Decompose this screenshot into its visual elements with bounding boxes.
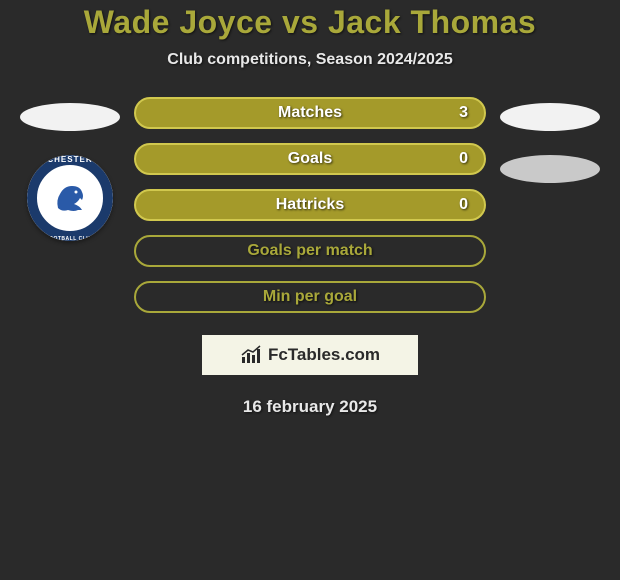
page-title: Wade Joyce vs Jack Thomas [0,4,620,41]
club-badge-placeholder [500,155,600,183]
stat-label: Goals [288,150,332,168]
badge-text-top: CHESTER [27,155,113,164]
stat-pill-hattricks: Hattricks 0 [134,189,486,221]
chart-icon [240,345,264,365]
stat-value: 0 [459,196,468,214]
stat-pill-goals-per-match: Goals per match [134,235,486,267]
left-player-col: CHESTER FOOTBALL CLUB [10,97,130,313]
stat-label: Matches [278,104,342,122]
body-row: CHESTER FOOTBALL CLUB Matches3Goals0Hatt… [0,97,620,313]
brand-text: FcTables.com [268,345,380,365]
player-photo-placeholder [500,103,600,131]
stat-value: 0 [459,150,468,168]
stat-label: Hattricks [276,196,344,214]
date-line: 16 february 2025 [0,397,620,417]
comparison-card: Wade Joyce vs Jack Thomas Club competiti… [0,0,620,417]
lion-icon [50,178,90,218]
stat-pill-goals: Goals 0 [134,143,486,175]
player-photo-placeholder [20,103,120,131]
badge-text-bottom: FOOTBALL CLUB [27,236,113,241]
brand-box: FcTables.com [202,335,418,375]
subtitle: Club competitions, Season 2024/2025 [0,51,620,69]
right-player-col [490,97,610,313]
stat-pill-matches: Matches 3 [134,97,486,129]
stats-column: Matches 3 Goals 0 Hattricks 0 Goals per match M… [130,97,490,313]
stat-value: 3 [459,104,468,122]
stat-label: Goals per match [247,242,372,260]
club-badge-chester: CHESTER FOOTBALL CLUB [27,155,113,241]
stat-pill-min-per-goal: Min per goal [134,281,486,313]
stat-label: Min per goal [263,288,357,306]
badge-inner [41,169,99,227]
